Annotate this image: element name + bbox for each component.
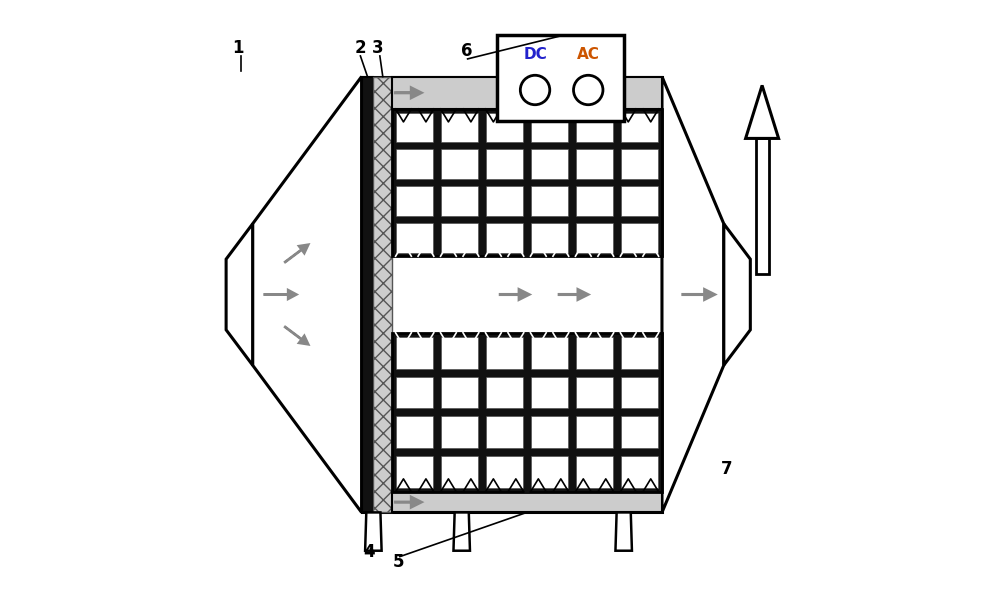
Bar [621,376,658,408]
Bar [531,223,568,253]
Text: 1: 1 [232,39,244,57]
Bar [486,223,523,253]
Polygon shape [746,85,779,138]
Bar [621,416,658,448]
Bar [576,112,613,142]
Polygon shape [662,77,724,512]
FancyArrow shape [264,290,297,299]
Bar [756,138,769,274]
Bar [531,376,568,408]
Polygon shape [253,77,362,512]
Bar [396,186,433,216]
Bar [396,150,433,179]
Bar [362,77,662,512]
FancyArrow shape [285,244,309,262]
Bar [392,333,662,492]
Bar [441,112,478,142]
Bar [576,150,613,179]
Bar [396,416,433,448]
Bar [576,416,613,448]
FancyArrow shape [395,88,422,98]
Bar [576,223,613,253]
Bar [396,223,433,253]
Bar [486,376,523,408]
Text: 5: 5 [393,552,404,571]
Text: 6: 6 [461,42,472,60]
Text: DC: DC [523,48,547,62]
Bar [621,112,658,142]
Bar [396,337,433,369]
Bar [576,186,613,216]
Bar [486,186,523,216]
Bar [531,112,568,142]
Bar [486,456,523,488]
Bar [441,416,478,448]
Bar [524,109,529,256]
FancyArrow shape [683,289,715,300]
Bar [486,150,523,179]
Bar [441,186,478,216]
Circle shape [520,75,550,105]
FancyArrow shape [500,289,529,300]
Polygon shape [453,512,470,551]
Bar [524,333,529,492]
FancyArrow shape [285,327,309,345]
Polygon shape [226,224,253,365]
Polygon shape [724,224,750,365]
Bar [392,492,662,512]
Bar [486,112,523,142]
Bar [373,77,392,512]
Bar [392,77,662,109]
Bar [576,456,613,488]
FancyArrow shape [395,497,422,508]
Bar [531,186,568,216]
Bar [396,376,433,408]
FancyArrow shape [559,289,588,300]
Bar [621,337,658,369]
Text: 3: 3 [372,39,383,57]
Bar [621,223,658,253]
Bar [576,376,613,408]
Bar [531,416,568,448]
Bar [531,150,568,179]
Bar [486,337,523,369]
Circle shape [574,75,603,105]
Polygon shape [615,512,632,551]
Bar [531,456,568,488]
Bar [441,223,478,253]
Bar [396,112,433,142]
Polygon shape [365,512,382,551]
Bar [362,77,373,512]
Bar [441,150,478,179]
Bar [621,150,658,179]
Bar [621,186,658,216]
Bar [576,337,613,369]
Bar [392,109,662,256]
Bar [396,456,433,488]
Bar [621,456,658,488]
Text: 7: 7 [721,460,732,478]
Bar [441,456,478,488]
Bar [531,337,568,369]
Bar [441,376,478,408]
Text: AC: AC [577,48,600,62]
Bar [497,35,624,121]
Bar [441,337,478,369]
Bar [486,416,523,448]
Text: 2: 2 [355,39,366,57]
Text: 4: 4 [363,542,375,561]
